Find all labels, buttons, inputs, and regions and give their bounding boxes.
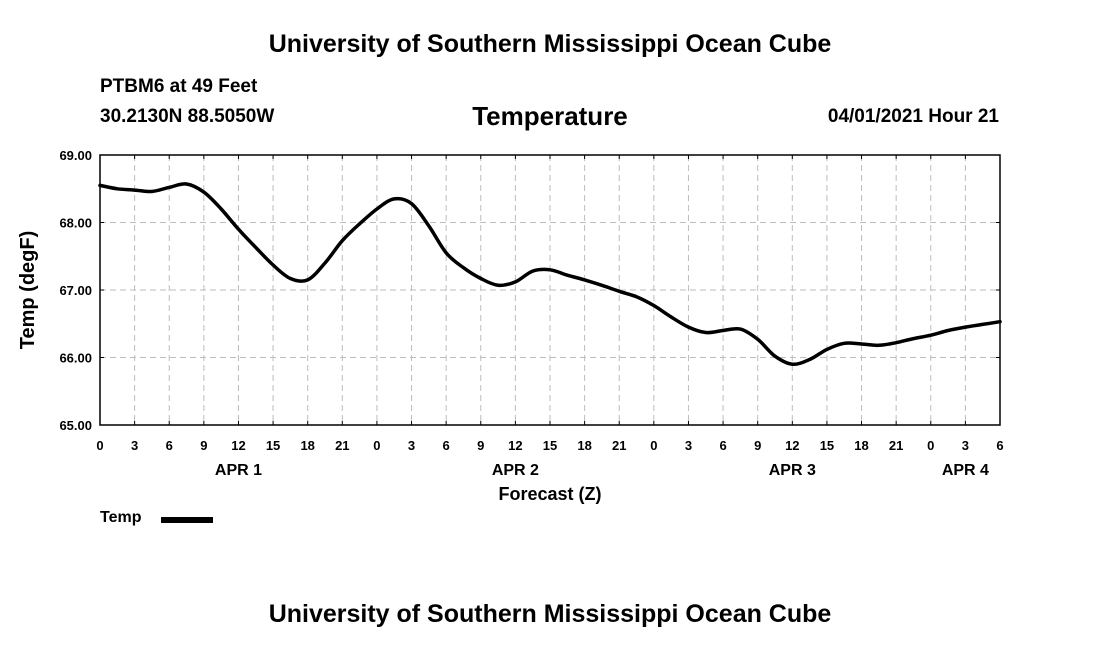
day-label: APR 3: [769, 462, 816, 479]
y-tick-label: 66.00: [59, 351, 92, 366]
x-tick-label: 21: [612, 438, 626, 453]
x-tick-label: 9: [200, 438, 207, 453]
day-label: APR 4: [942, 462, 989, 479]
x-tick-label: 3: [685, 438, 692, 453]
x-tick-label: 15: [543, 438, 557, 453]
x-tick-label: 12: [508, 438, 522, 453]
y-tick-label: 65.00: [59, 418, 92, 433]
series-line-temp: [98, 182, 1002, 367]
parameter-title: Temperature: [472, 101, 628, 131]
x-tick-label: 0: [96, 438, 103, 453]
legend-swatch: [161, 517, 213, 523]
x-tick-label: 0: [927, 438, 934, 453]
y-axis-title: Temp (degF): [17, 231, 39, 350]
x-tick-label: 3: [131, 438, 138, 453]
x-tick-label: 0: [650, 438, 657, 453]
y-tick-label: 67.00: [59, 283, 92, 298]
x-tick-label: 15: [820, 438, 834, 453]
station-label: PTBM6 at 49 Feet: [100, 76, 258, 97]
day-label: APR 2: [492, 462, 539, 479]
x-tick-label: 15: [266, 438, 280, 453]
y-tick-label: 68.00: [59, 216, 92, 231]
x-axis-title: Forecast (Z): [498, 484, 601, 504]
x-tick-label: 9: [754, 438, 761, 453]
x-tick-label: 6: [719, 438, 726, 453]
x-tick-label: 12: [785, 438, 799, 453]
x-tick-label: 18: [854, 438, 868, 453]
x-tick-label: 18: [300, 438, 314, 453]
x-tick-label: 21: [335, 438, 349, 453]
x-tick-label: 12: [231, 438, 245, 453]
chart-title: University of Southern Mississippi Ocean…: [268, 30, 832, 58]
x-tick-label: 18: [577, 438, 591, 453]
legend-label: Temp: [100, 509, 142, 526]
plot-area-frame: [99, 154, 1001, 426]
x-tick-label: 6: [443, 438, 450, 453]
x-tick-label: 6: [996, 438, 1003, 453]
x-tick-label: 21: [889, 438, 903, 453]
x-tick-label: 3: [962, 438, 969, 453]
forecast-timestamp: 04/01/2021 Hour 21: [827, 106, 999, 127]
x-tick-label: 6: [166, 438, 173, 453]
y-tick-label: 69.00: [59, 148, 92, 163]
x-tick-label: 0: [373, 438, 380, 453]
footer-title: University of Southern Mississippi Ocean…: [268, 600, 832, 628]
station-coordinates: 30.2130N 88.5050W: [100, 106, 275, 127]
day-label: APR 1: [215, 462, 262, 479]
x-tick-label: 9: [477, 438, 484, 453]
x-tick-label: 3: [408, 438, 415, 453]
